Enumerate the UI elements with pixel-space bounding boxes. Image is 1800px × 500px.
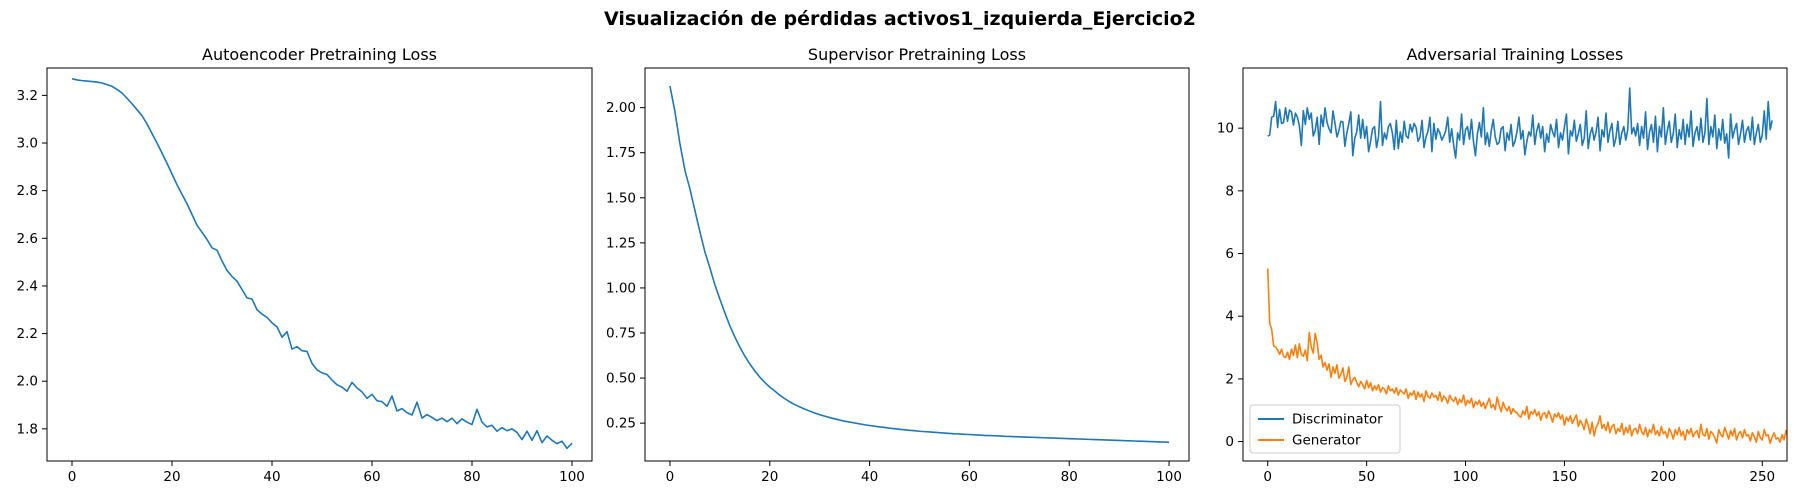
x-tick-label: 80 xyxy=(463,469,480,485)
series-line-autoencoder xyxy=(71,77,573,450)
series-line-supervisor xyxy=(669,85,1170,444)
y-tick-label: 3.0 xyxy=(17,136,38,152)
y-tick-label: 2.2 xyxy=(17,326,38,342)
axes-frame xyxy=(46,67,593,462)
legend: Discriminator Generator xyxy=(1249,404,1401,454)
y-tick-label: 8 xyxy=(1225,183,1234,199)
y-tick-label: 3.2 xyxy=(17,88,38,104)
y-tick-label: 1.50 xyxy=(606,190,636,206)
y-tick-label: 10 xyxy=(1217,121,1234,137)
series-line-generator xyxy=(1266,268,1787,444)
x-tick-label: 250 xyxy=(1749,469,1775,485)
legend-label-discriminator: Discriminator xyxy=(1292,412,1383,428)
x-tick-label: 150 xyxy=(1552,469,1578,485)
y-tick-label: 1.25 xyxy=(606,235,636,251)
x-tick-label: 20 xyxy=(761,469,778,485)
x-tick-label: 60 xyxy=(961,469,978,485)
x-tick-label: 80 xyxy=(1061,469,1078,485)
axes-frame xyxy=(1242,67,1788,462)
figure-suptitle: Visualización de pérdidas activos1_izqui… xyxy=(604,8,1196,30)
panel-title: Adversarial Training Losses xyxy=(1407,45,1624,64)
y-tick-label: 1.8 xyxy=(17,421,38,437)
x-tick-label: 0 xyxy=(68,469,77,485)
y-tick-label: 2.8 xyxy=(17,183,38,199)
x-tick-label: 200 xyxy=(1650,469,1676,485)
y-tick-label: 0.25 xyxy=(606,416,636,432)
x-tick-label: 50 xyxy=(1358,469,1375,485)
y-tick-label: 6 xyxy=(1225,246,1234,262)
y-tick-label: 1.00 xyxy=(606,280,636,296)
y-tick-label: 2.00 xyxy=(606,100,636,116)
x-tick-label: 100 xyxy=(1453,469,1479,485)
axes-frame xyxy=(644,67,1190,462)
legend-box xyxy=(1249,404,1401,454)
x-tick-label: 20 xyxy=(163,469,180,485)
autoencoder-loss-panel: Autoencoder Pretraining Loss 0 20 40 60 80 100… xyxy=(17,45,593,485)
x-tick-label: 100 xyxy=(1156,469,1182,485)
y-tick-label: 2.6 xyxy=(17,231,38,247)
panel-title: Autoencoder Pretraining Loss xyxy=(202,45,437,64)
supervisor-loss-panel: Supervisor Pretraining Loss 0 20 40 60 80 100 0… xyxy=(606,45,1190,485)
y-tick-label: 0.75 xyxy=(606,326,636,342)
x-tick-label: 60 xyxy=(363,469,380,485)
x-tick-label: 40 xyxy=(861,469,878,485)
y-tick-label: 2 xyxy=(1225,371,1234,387)
legend-label-generator: Generator xyxy=(1292,433,1361,449)
series-line-discriminator xyxy=(1267,87,1773,159)
y-tick-label: 2.4 xyxy=(17,278,38,294)
y-tick-label: 4 xyxy=(1225,309,1234,325)
x-tick-label: 40 xyxy=(263,469,280,485)
y-tick-label: 0.50 xyxy=(606,371,636,387)
x-tick-label: 100 xyxy=(559,469,585,485)
y-tick-label: 1.75 xyxy=(606,145,636,161)
x-tick-label: 0 xyxy=(666,469,675,485)
y-tick-label: 0 xyxy=(1225,434,1234,450)
y-tick-label: 2.0 xyxy=(17,374,38,390)
panel-title: Supervisor Pretraining Loss xyxy=(808,45,1026,64)
x-tick-label: 0 xyxy=(1263,469,1272,485)
